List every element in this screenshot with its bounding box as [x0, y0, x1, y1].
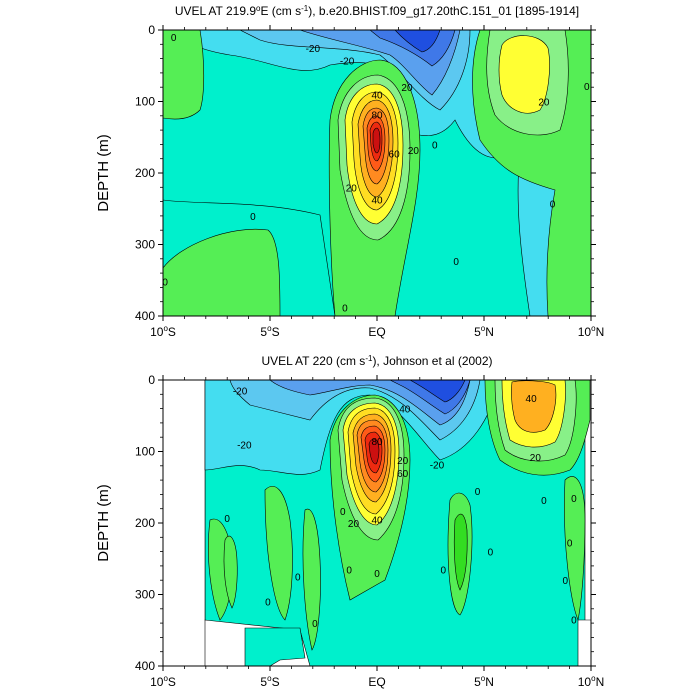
contour-label-bottom-2: -20 — [237, 440, 252, 451]
contour-label-bottom-17: 0 — [224, 514, 230, 525]
contour-field-bottom — [163, 380, 591, 666]
contour-label-bottom-10: 20 — [530, 453, 542, 464]
contour-label-bottom-12: 0 — [541, 496, 547, 507]
contour-label-top-14: 0 — [453, 257, 459, 268]
y-tick-label-bottom-1: 100 — [135, 445, 155, 459]
contour-label-bottom-0: -20 — [233, 387, 248, 398]
field-zero-sw — [244, 627, 306, 666]
contour-label-bottom-5: 20 — [397, 456, 409, 467]
y-axis-label-bottom: DEPTH (m) — [95, 484, 112, 562]
field-euc-90 — [372, 127, 381, 154]
contour-label-top-1: 80 — [371, 110, 383, 121]
x-tick-label-top-0: 10oS — [150, 324, 176, 339]
y-tick-label-top-0: 0 — [148, 23, 155, 37]
field-neg-30 — [394, 30, 441, 53]
field-pos-east-30 — [498, 35, 550, 114]
contour-label-bottom-15: 0 — [563, 576, 569, 587]
contour-label-top-7: -20 — [340, 57, 355, 68]
contour-label-bottom-4: 60 — [397, 469, 409, 480]
x-tick-label-bottom-0: 10oS — [150, 674, 176, 689]
field-pos-patch-2 — [453, 513, 468, 591]
contour-label-top-12: 0 — [550, 200, 556, 211]
y-tick-label-top-2: 200 — [135, 166, 155, 180]
contour-label-bottom-13: 0 — [571, 494, 577, 505]
field-missing-se — [577, 619, 591, 666]
contour-label-top-9: 20 — [538, 98, 550, 109]
x-ticks-top: 10oS 5oS EQ 5oN 10oN — [150, 25, 604, 339]
contour-label-bottom-7: 20 — [348, 519, 360, 530]
y-tick-label-bottom-2: 200 — [135, 516, 155, 530]
y-tick-label-top-3: 300 — [135, 238, 155, 252]
contour-label-bottom-23: 0 — [441, 565, 447, 576]
contour-label-bottom-6: -20 — [430, 460, 445, 471]
panel-bottom: UVEL AT 220 (cm s-1), Johnson et al (200… — [95, 354, 604, 689]
field-pos-sw — [163, 228, 281, 316]
field-pos-patch-4 — [264, 485, 293, 621]
x-tick-label-top-1: 5oS — [260, 324, 279, 339]
contour-label-top-11: 0 — [432, 140, 438, 151]
contour-label-top-3: 40 — [371, 195, 383, 206]
contour-label-top-0: 40 — [371, 90, 383, 101]
field-neg-30 — [409, 380, 466, 403]
contour-label-bottom-14: 0 — [567, 538, 573, 549]
contour-label-bottom-3: 80 — [371, 437, 383, 448]
contour-label-top-16: 0 — [342, 303, 348, 314]
y-axis-label-top: DEPTH (m) — [95, 134, 112, 212]
contour-label-top-8: 20 — [401, 83, 413, 94]
contour-label-top-5: 20 — [408, 146, 420, 157]
contour-label-bottom-1: 40 — [399, 405, 411, 416]
field-pos-east-40 — [511, 380, 557, 433]
x-tick-label-bottom-2: EQ — [368, 675, 385, 689]
x-ticks-bottom: 10oS 5oS EQ 5oN 10oN — [150, 375, 604, 689]
panel-top: UVEL AT 219.9oE (cm s-1), b.e20.BHIST.f0… — [95, 4, 604, 339]
contour-label-top-4: 60 — [389, 150, 401, 161]
contour-label-top-10: 0 — [250, 212, 256, 223]
contour-label-bottom-25: 0 — [374, 569, 380, 580]
contour-label-bottom-20: 0 — [312, 619, 318, 630]
contour-label-top-15: 0 — [162, 278, 168, 289]
contour-label-bottom-21: 0 — [340, 507, 346, 518]
y-tick-label-top-4: 400 — [135, 309, 155, 323]
x-tick-label-top-4: 10oN — [578, 324, 604, 339]
x-tick-label-bottom-3: 5oN — [474, 674, 494, 689]
contour-label-bottom-9: 40 — [526, 394, 538, 405]
contour-label-bottom-18: 0 — [295, 573, 301, 584]
x-tick-label-top-3: 5oN — [474, 324, 494, 339]
contour-label-top-13: 0 — [584, 82, 590, 93]
contour-label-top-2: 20 — [346, 183, 358, 194]
field-pos-patch-7 — [223, 535, 238, 609]
panel-top-title: UVEL AT 219.9oE (cm s-1), b.e20.BHIST.f0… — [175, 4, 579, 18]
x-tick-label-top-2: EQ — [368, 325, 385, 339]
y-tick-label-top-1: 100 — [135, 95, 155, 109]
contour-label-top-6: 0 — [171, 33, 177, 44]
contour-label-bottom-16: 0 — [571, 616, 577, 627]
y-tick-label-bottom-0: 0 — [148, 373, 155, 387]
panel-bottom-title: UVEL AT 220 (cm s-1), Johnson et al (200… — [261, 354, 492, 368]
field-pos-patch-6 — [564, 476, 586, 622]
y-tick-label-bottom-3: 300 — [135, 588, 155, 602]
contour-label-bottom-19: 0 — [265, 598, 271, 609]
contour-label-bottom-11: 0 — [475, 487, 481, 498]
x-tick-label-bottom-1: 5oS — [260, 674, 279, 689]
field-pos-west — [163, 30, 205, 120]
x-tick-label-bottom-4: 10oN — [578, 674, 604, 689]
contour-label-top-17: -20 — [306, 44, 321, 55]
contour-field-top — [163, 30, 591, 316]
field-pos-patch-5 — [302, 508, 321, 651]
contour-label-bottom-8: 40 — [371, 515, 383, 526]
y-tick-label-bottom-4: 400 — [135, 659, 155, 673]
field-euc-90 — [368, 438, 380, 465]
contour-labels-top: 40 80 20 40 60 20 0 -20 20 20 0 0 0 0 0 0 0 -20 — [162, 33, 590, 314]
contour-label-bottom-24: 0 — [488, 548, 494, 559]
contour-label-bottom-22: 0 — [346, 565, 352, 576]
